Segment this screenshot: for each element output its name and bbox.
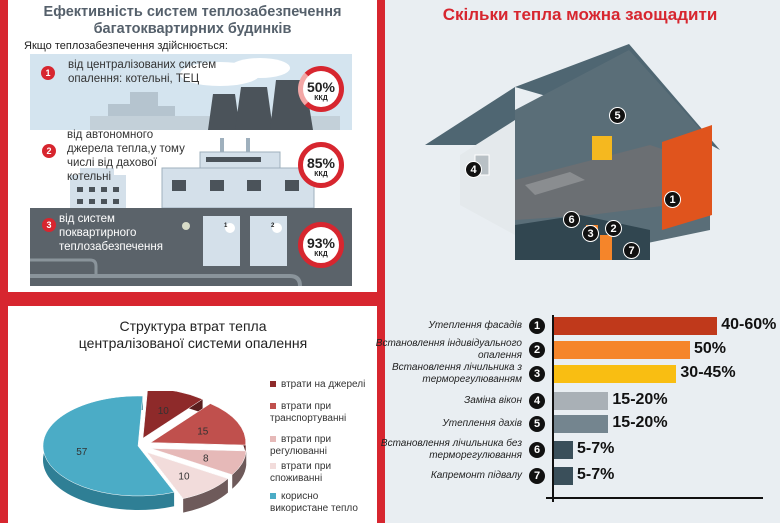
house-marker-4: 4: [465, 161, 482, 178]
bar-number-badge: 2: [529, 342, 545, 358]
x-axis: [546, 497, 763, 499]
legend-item: втрати при регулюванні: [270, 434, 375, 458]
band-autonomous: 2 від автономного джерела тепла,у тому ч…: [30, 129, 352, 208]
bar-number-badge: 3: [529, 366, 545, 382]
title-line: централізованої системи опалення: [78, 335, 308, 351]
bar-number-badge: 5: [529, 416, 545, 432]
bar-number-badge: 7: [529, 468, 545, 484]
efficiency-gauge: 85% ККД: [298, 142, 344, 188]
legend-label: втрати при транспортуванні: [270, 401, 347, 424]
efficiency-gauge: 93% ККД: [298, 222, 344, 268]
number-badge: 3: [42, 218, 56, 232]
pie-data-label: 57: [76, 447, 88, 458]
house-marker-6: 6: [563, 211, 580, 228]
house-marker-5: 5: [609, 107, 626, 124]
legend-swatch: [270, 381, 276, 388]
house-illustration: [425, 44, 720, 260]
bar: [554, 365, 677, 383]
bar: [554, 392, 609, 410]
legend-swatch: [270, 493, 276, 500]
bar: [554, 467, 574, 485]
legend-item: втрати при споживанні: [270, 461, 375, 485]
bar-value: 15-20%: [612, 414, 668, 431]
intro-text: Якщо теплозабезпечення здійснюється:: [24, 40, 228, 52]
title-line: Ефективність систем теплозабезпечення: [43, 4, 342, 20]
boiler-label: 1: [224, 223, 228, 229]
bar: [554, 317, 718, 335]
title-line: багатоквартирних будинків: [93, 21, 292, 37]
bar-value: 15-20%: [612, 391, 668, 408]
pie-chart: 10 15 8 10 57: [42, 391, 247, 513]
bar-value: 50%: [694, 340, 727, 357]
apartment-boilers-illustration: [30, 216, 302, 286]
boiler-house-illustration: [70, 138, 315, 208]
pie-slice: [42, 395, 175, 497]
bar-label: Встановлення лічильника з терморегулюван…: [392, 362, 522, 385]
bar: [554, 415, 609, 433]
efficiency-gauge: 50% ККД: [298, 66, 344, 112]
pie-data-label: 10: [178, 471, 190, 482]
bar-label: Утеплення дахів: [442, 418, 522, 429]
gauge-value: 50%: [306, 79, 336, 95]
y-axis: [552, 315, 554, 502]
bar: [554, 441, 574, 459]
heat-loss-panel: Структура втрат тепла централізованої си…: [0, 300, 385, 523]
gauge-unit: ККД: [314, 95, 328, 102]
house-marker-1: 1: [664, 191, 681, 208]
legend-item: втрати на джерелі: [270, 379, 375, 391]
pie-slice: [149, 403, 246, 446]
legend-label: втрати при регулюванні: [270, 434, 332, 457]
legend-swatch: [270, 463, 276, 470]
legend-item: втрати при транспортуванні: [270, 401, 375, 425]
band-centralized: 1 від централізованих систем опалення: к…: [30, 54, 352, 130]
bar-number-badge: 4: [529, 393, 545, 409]
boiler-label: 2: [271, 223, 275, 229]
item-text: від централізованих систем опалення: кот…: [68, 59, 217, 85]
item-text: від автономного джерела тепла,у тому чис…: [67, 129, 185, 183]
bar-number-badge: 6: [529, 442, 545, 458]
legend-label: корисно використане тепло: [270, 491, 358, 514]
legend-label: втрати на джерелі: [281, 379, 366, 390]
title-line: Структура втрат тепла: [119, 318, 267, 334]
savings-title: Скільки тепла можна заощадити: [442, 5, 718, 24]
efficiency-panel: Ефективність систем теплозабезпечення ба…: [0, 0, 385, 300]
bar-label: Капремонт підвалу: [430, 470, 522, 481]
bar-value: 30-45%: [680, 364, 736, 381]
house-marker-7: 7: [623, 242, 640, 259]
gauge-value: 93%: [306, 235, 336, 251]
band-apartment: 1 2 3 від систем поквартирного теплозабе…: [30, 208, 352, 286]
pie-data-label: 8: [203, 453, 209, 464]
pie-slice: [142, 391, 204, 439]
house-marker-3: 3: [582, 225, 599, 242]
bar: [554, 341, 690, 359]
gauge-value: 85%: [306, 155, 336, 171]
legend-swatch: [270, 436, 276, 443]
bar-value: 40-60%: [721, 316, 777, 333]
bar-label: Утеплення фасадів: [428, 320, 522, 331]
pie-data-label: 10: [158, 406, 170, 417]
bar-value: 5-7%: [577, 466, 615, 483]
bar-value: 5-7%: [577, 440, 615, 457]
power-plant-illustration: [90, 58, 340, 130]
pie-slice: [146, 451, 229, 499]
gauge-unit: ККД: [314, 171, 328, 178]
item-text: від систем поквартирного теплозабезпечен…: [59, 213, 163, 253]
chart-title: Структура втрат тепла централізованої си…: [8, 318, 378, 352]
pie-slice: [151, 448, 247, 476]
legend-label: втрати при споживанні: [270, 461, 332, 484]
legend-swatch: [270, 403, 276, 410]
bar-label: Встановлення індивідуального опалення: [375, 338, 522, 361]
gauge-unit: ККД: [314, 251, 328, 258]
bar-label: Заміна вікон: [464, 395, 522, 406]
panel-title: Ефективність систем теплозабезпечення ба…: [0, 4, 385, 38]
pie-data-label: 15: [197, 426, 209, 437]
bar-label: Встановлення лічильника без терморегулюв…: [380, 438, 522, 461]
number-badge: 2: [42, 144, 56, 158]
house-marker-2: 2: [605, 220, 622, 237]
number-badge: 1: [41, 66, 55, 80]
bar-number-badge: 1: [529, 318, 545, 334]
legend-item: корисно використане тепло: [270, 491, 375, 515]
